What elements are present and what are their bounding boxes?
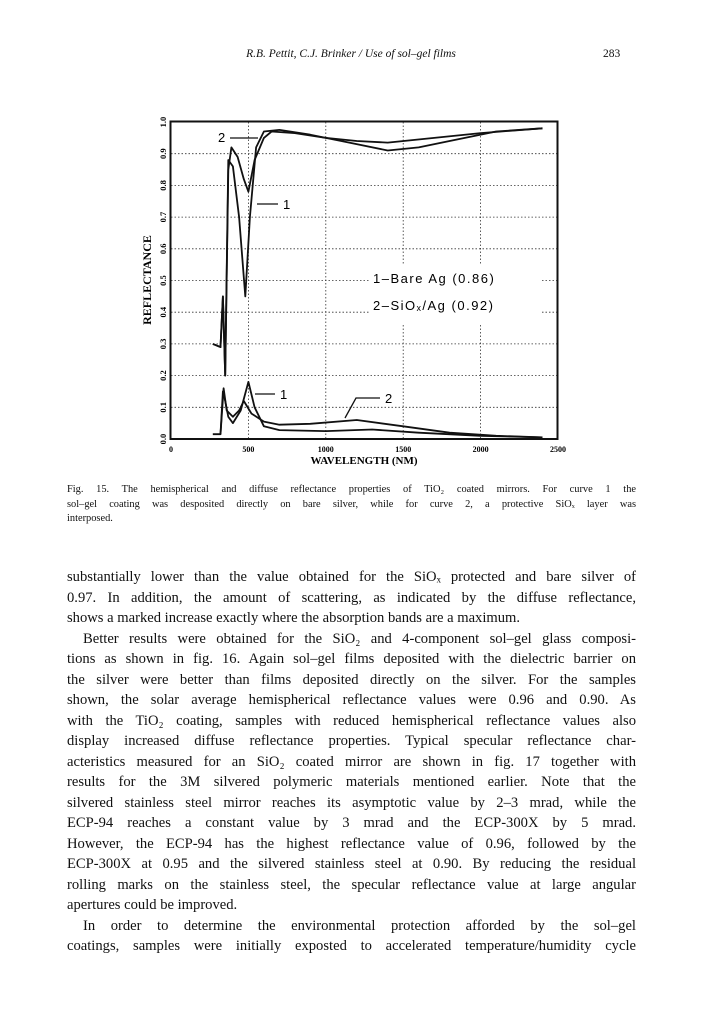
body-line: coatings, samples were initially exposte…	[67, 938, 636, 954]
curve-1-diffuse	[212, 381, 543, 439]
caption-line: interposed.	[67, 513, 113, 525]
body-line: with the TiO₂ coating, samples with redu…	[67, 712, 636, 729]
ticks: 0.0 0.1 0.2 0.3 0.4 0.5 0.6 0.7 0.8 0.9 1.0 0 500 100…	[158, 117, 566, 454]
body-line: ECP-94 reaches a constant value by 3 mra…	[67, 815, 636, 831]
body-line: acteristics measured for an SiO₂ coated …	[67, 753, 636, 770]
x-tick-label: 1500	[395, 445, 411, 454]
body-line: Better results were obtained for the SiO…	[83, 630, 636, 647]
body-line: shown, the solar average hemispherical r…	[67, 692, 636, 708]
x-tick-label: 1000	[318, 445, 334, 454]
caption-line: Fig. 15. The hemispherical and diffuse r…	[67, 484, 636, 495]
body-line: 0.97. In addition, the amount of scatter…	[67, 589, 636, 606]
y-tick-label: 0.3	[158, 339, 168, 350]
running-header: R.B. Pettit, C.J. Brinker / Use of sol–g…	[246, 48, 456, 60]
y-tick-label: 0.8	[158, 180, 168, 191]
body-line: substantially lower than the value obtai…	[67, 569, 636, 585]
y-tick-label: 1.0	[158, 117, 168, 128]
reflectance-chart: 0.0 0.1 0.2 0.3 0.4 0.5 0.6 0.7 0.8 0.9 1.0 0 500 100…	[140, 117, 566, 467]
curve-2-diffuse	[219, 387, 543, 439]
y-tick-label: 0.7	[158, 211, 168, 222]
curve-2-hemispherical	[212, 127, 543, 377]
body-line: results for the 3M silvered polymeric ma…	[67, 774, 636, 790]
body-line: the silver were better than films deposi…	[67, 671, 636, 688]
body-text: substantially lower than the value obtai…	[67, 567, 636, 957]
y-tick-label: 0.0	[158, 434, 168, 445]
y-axis-label: REFLECTANCE	[140, 235, 154, 325]
body-line: silvered stainless steel mirror reaches …	[67, 794, 636, 811]
body-line: display increased diffuse reflectance pr…	[67, 733, 636, 749]
body-line: shows a marked increase exactly where th…	[67, 610, 521, 626]
y-tick-label: 0.5	[158, 275, 168, 286]
body-line: tions as shown in fig. 16. Again sol–gel…	[67, 651, 636, 667]
x-tick-label: 2500	[550, 445, 566, 454]
y-tick-label: 0.9	[158, 148, 168, 159]
curves	[212, 127, 543, 439]
curve-label-2-top: 2	[218, 130, 225, 145]
y-tick-label: 0.4	[158, 306, 168, 317]
legend-background	[370, 265, 540, 325]
curve-label-2-bottom: 2	[385, 391, 392, 406]
y-tick-label: 0.6	[158, 243, 168, 254]
body-line: However, the ECP-94 has the highest refl…	[67, 835, 636, 852]
x-tick-label: 500	[242, 445, 254, 454]
grid	[171, 122, 558, 439]
body-line: ECP-300X at 0.95 and the silvered stainl…	[67, 856, 636, 872]
curve-label-1-bottom: 1	[280, 387, 287, 402]
body-line: apertures could be improved.	[67, 897, 238, 913]
body-line: In order to determine the environmental …	[83, 917, 636, 934]
x-axis-label: WAVELENGTH (NM)	[310, 455, 417, 467]
figure-caption: Fig. 15. The hemispherical and diffuse r…	[67, 483, 636, 527]
curve-label-1-top: 1	[283, 197, 290, 212]
arrow-2-bottom	[344, 397, 380, 419]
legend-entry-1: 1–Bare Ag (0.86)	[373, 271, 495, 286]
legend-entry-2: 2–SiOₓ/Ag (0.92)	[373, 298, 494, 313]
x-tick-label: 2000	[473, 445, 489, 454]
body-line: rolling marks on the stainless steel, th…	[67, 876, 636, 893]
caption-line: sol–gel coating was desposited directly …	[67, 498, 636, 510]
page-number: 283	[603, 48, 621, 60]
plot-frame	[169, 120, 559, 440]
curve-1-hemispherical	[212, 127, 543, 377]
y-tick-label: 0.2	[158, 370, 168, 381]
x-tick-label: 0	[169, 445, 173, 454]
y-tick-label: 0.1	[158, 402, 168, 413]
